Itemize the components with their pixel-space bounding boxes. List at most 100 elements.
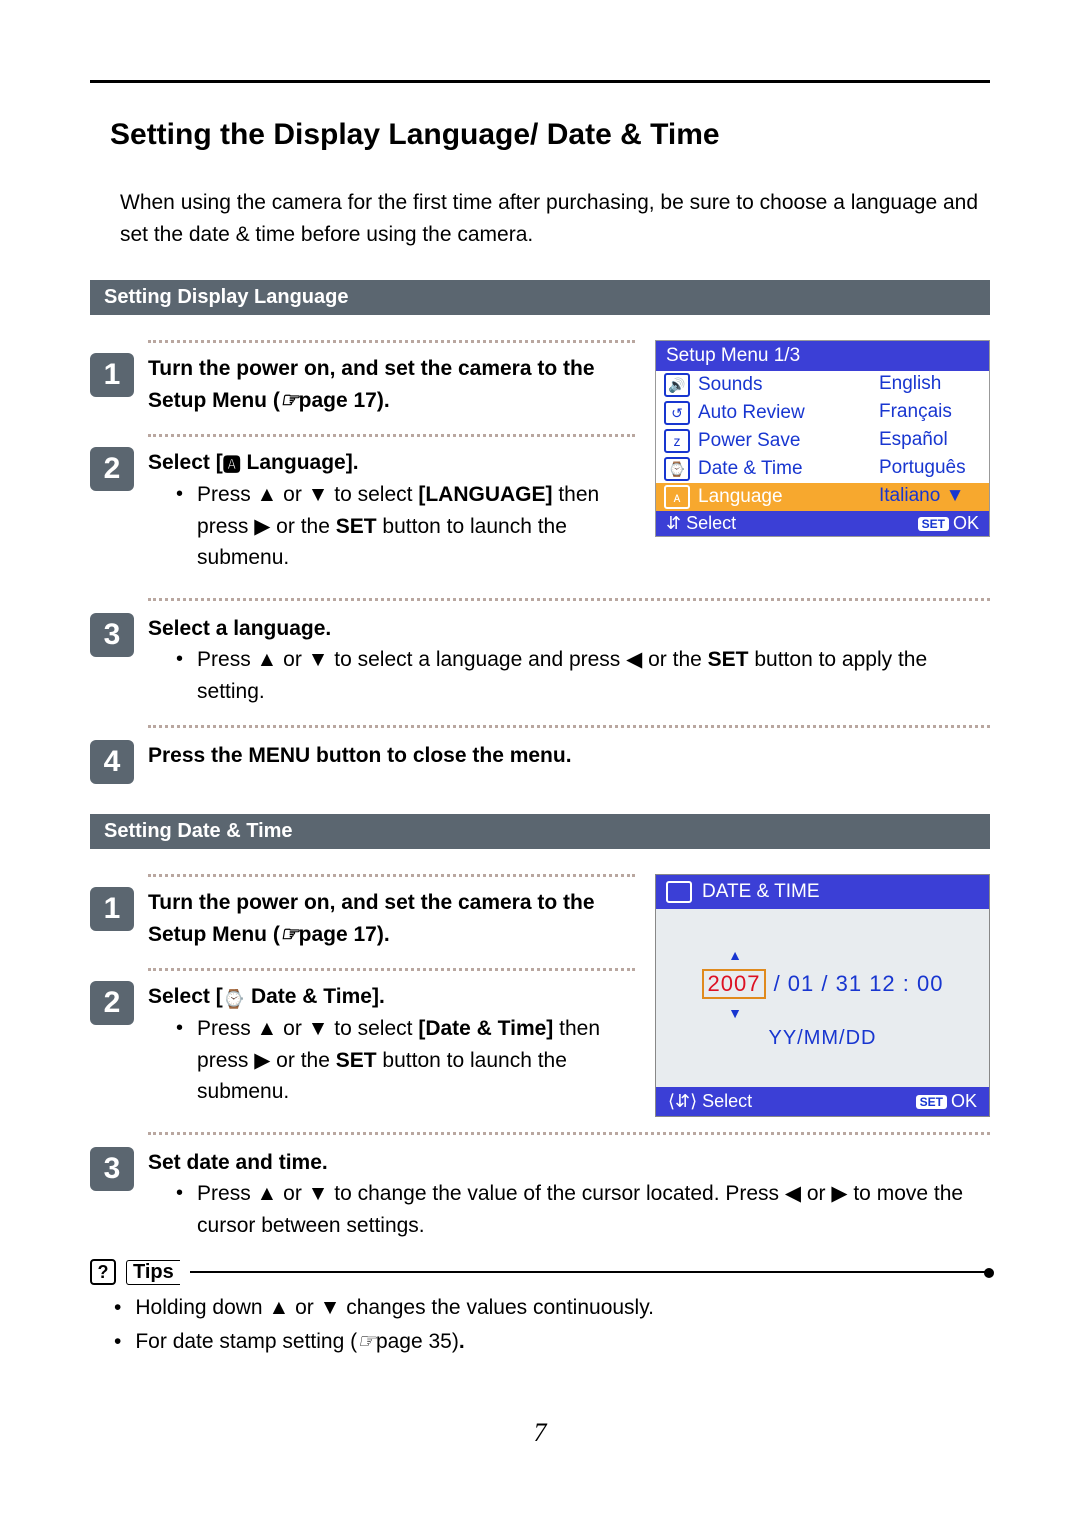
step-body: Turn the power on, and set the camera to…: [148, 887, 635, 950]
tips-rule: [190, 1271, 990, 1273]
dot-rule: [148, 598, 990, 601]
dot-rule: [148, 725, 990, 728]
year-box: 2007: [702, 969, 767, 999]
dot-rule: [148, 340, 635, 343]
date-format: YY/MM/DD: [769, 1027, 877, 1050]
clock-icon: [666, 881, 692, 903]
step-1: 1 Turn the power on, and set the camera …: [90, 353, 635, 416]
screen2-header: DATE & TIME: [656, 875, 989, 909]
down-arrow-icon: ▼: [728, 1005, 742, 1021]
tip-2: For date stamp setting (☞page 35).: [114, 1325, 990, 1359]
tips-header: ? Tips: [90, 1259, 990, 1285]
step-number: 4: [90, 740, 134, 784]
bullet: Press ▲ or ▼ to change the value of the …: [176, 1178, 990, 1241]
intro-text: When using the camera for the first time…: [120, 187, 990, 250]
clock-icon: ⌚: [223, 986, 245, 1013]
step-4: 4 Press the MENU button to close the men…: [90, 740, 990, 784]
tip-1: Holding down ▲ or ▼ changes the values c…: [114, 1291, 990, 1325]
step1b-text-b: page 17).: [299, 923, 390, 946]
step-body: Set date and time. Press ▲ or ▼ to chang…: [148, 1147, 990, 1242]
step3b-lead: Set date and time.: [148, 1147, 990, 1179]
dot-rule: [148, 874, 635, 877]
step-number: 3: [90, 613, 134, 657]
datetime-icon: ⌚: [664, 457, 690, 481]
tips-list: Holding down ▲ or ▼ changes the values c…: [114, 1291, 990, 1358]
up-arrow-icon: ▲: [728, 947, 742, 963]
section-header-datetime: Setting Date & Time: [90, 814, 990, 849]
scroll-down-icon: ▼: [946, 485, 965, 506]
step-3: 3 Select a language. Press ▲ or ▼ to sel…: [90, 613, 990, 708]
step2b-lead-b: Date & Time].: [245, 985, 385, 1008]
step3-lead: Select a language.: [148, 613, 990, 645]
section1-row: 1 Turn the power on, and set the camera …: [90, 340, 990, 592]
tip1-text: Holding down ▲ or ▼ changes the values c…: [135, 1291, 654, 1325]
step-number: 3: [90, 1147, 134, 1191]
step-number: 1: [90, 887, 134, 931]
autoreview-icon: ↺: [664, 401, 690, 425]
step-number: 1: [90, 353, 134, 397]
s2b-b1a: Press ▲ or ▼ to select: [197, 1017, 418, 1040]
language-icon: ᴀ: [664, 485, 690, 509]
s2-b1-bold: [LANGUAGE]: [418, 483, 552, 506]
screen-header: Setup Menu 1/3: [656, 341, 989, 371]
menu-language: Language: [698, 486, 783, 508]
section1-steps: 1 Turn the power on, and set the camera …: [90, 340, 635, 592]
tip2-a: For date stamp setting (: [135, 1330, 357, 1353]
lang-portugues: Português: [869, 455, 989, 483]
step-body: Turn the power on, and set the camera to…: [148, 353, 635, 416]
screen-footer: ⇵ Select SETOK: [656, 511, 989, 536]
set-pill: SET: [916, 1095, 947, 1109]
section2-row: 1 Turn the power on, and set the camera …: [90, 874, 990, 1126]
powersave-icon: ᴢ: [664, 429, 690, 453]
bullet: Press ▲ or ▼ to select [LANGUAGE] then p…: [176, 479, 635, 574]
menu-autoreview: Auto Review: [698, 402, 805, 424]
tips-label: Tips: [127, 1259, 180, 1285]
step-body: Press the MENU button to close the menu.: [148, 740, 990, 772]
hand-icon: ☞: [280, 923, 299, 946]
step-body: Select [🅰 Language]. Press ▲ or ▼ to sel…: [148, 447, 635, 574]
datetime-screen: DATE & TIME ▲ 2007 / 01 / 31 12 : 00 ▼ Y…: [655, 874, 990, 1117]
s2-b1-bold2: SET: [336, 515, 377, 538]
footer2-ok: OK: [951, 1091, 977, 1111]
s2b-b1-bold2: SET: [336, 1049, 377, 1072]
s3-b1-bold: SET: [708, 648, 749, 671]
step-2b: 2 Select [⌚ Date & Time]. Press ▲ or ▼ t…: [90, 981, 635, 1108]
setup-menu-screenshot: Setup Menu 1/3 🔊SoundsEnglish ↺Auto Revi…: [655, 340, 990, 537]
step2b-lead-a: Select [: [148, 985, 223, 1008]
footer2-select: ⟨⇵⟩ Select: [668, 1091, 752, 1112]
step1-text-b: page 17).: [299, 389, 390, 412]
set-pill: SET: [918, 517, 949, 531]
step-3b: 3 Set date and time. Press ▲ or ▼ to cha…: [90, 1147, 990, 1242]
hand-icon: ☞: [280, 389, 299, 412]
section-header-language: Setting Display Language: [90, 280, 990, 315]
step2-lead-a: Select [: [148, 451, 223, 474]
menu-datetime: Date & Time: [698, 458, 803, 480]
lang-italiano: Italiano: [879, 485, 940, 506]
lang-english: English: [869, 371, 989, 399]
section2-steps: 1 Turn the power on, and set the camera …: [90, 874, 635, 1126]
question-icon: ?: [90, 1259, 116, 1285]
date-line: 2007 / 01 / 31 12 : 00: [702, 969, 944, 999]
hand-icon: ☞: [357, 1330, 376, 1353]
bullet: Press ▲ or ▼ to select a language and pr…: [176, 644, 990, 707]
page-title: Setting the Display Language/ Date & Tim…: [110, 118, 990, 152]
s2b-b1-bold: [Date & Time]: [418, 1017, 553, 1040]
dot-rule: [148, 434, 635, 437]
top-rule: [90, 80, 990, 83]
step-2: 2 Select [🅰 Language]. Press ▲ or ▼ to s…: [90, 447, 635, 574]
step-1b: 1 Turn the power on, and set the camera …: [90, 887, 635, 950]
step-body: Select [⌚ Date & Time]. Press ▲ or ▼ to …: [148, 981, 635, 1108]
menu-powersave: Power Save: [698, 430, 800, 452]
step-number: 2: [90, 981, 134, 1025]
s2-b1a: Press ▲ or ▼ to select: [197, 483, 418, 506]
tip2-b: page 35): [376, 1330, 459, 1353]
dot-rule: [148, 968, 635, 971]
footer-select: ⇵ Select: [666, 513, 736, 534]
sounds-icon: 🔊: [664, 373, 690, 397]
lang-espanol: Español: [869, 427, 989, 455]
language-icon: 🅰: [223, 452, 241, 479]
datetime-screenshot: DATE & TIME ▲ 2007 / 01 / 31 12 : 00 ▼ Y…: [655, 874, 990, 1117]
lang-francais: Français: [869, 399, 989, 427]
s3-b1a: Press ▲ or ▼ to select a language and pr…: [197, 648, 708, 671]
screen2-title: DATE & TIME: [702, 881, 820, 903]
